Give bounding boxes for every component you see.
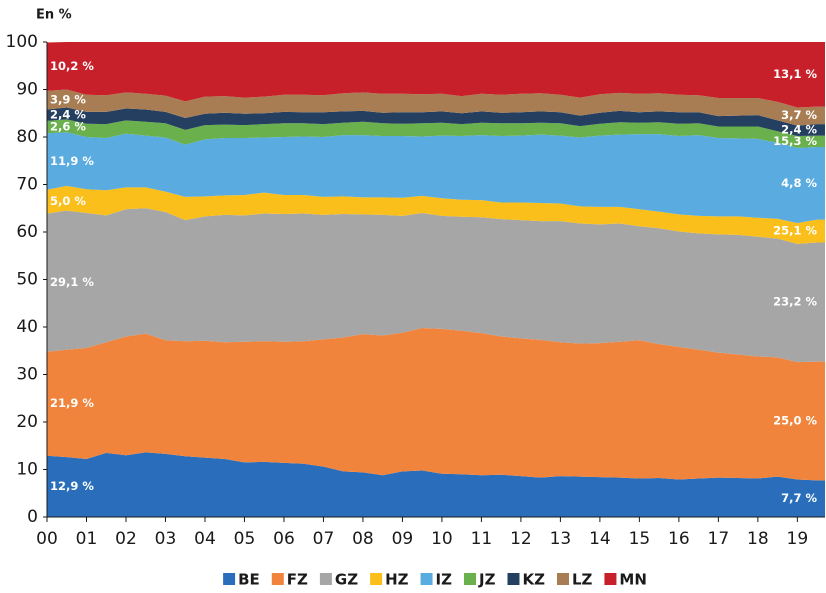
area: [47, 185, 825, 244]
x-tick-label: 14: [589, 529, 611, 549]
x-tick-label: 03: [155, 529, 177, 549]
x-tick-label: 12: [510, 529, 532, 549]
legend-label: IZ: [436, 571, 453, 589]
legend-swatch: [604, 573, 617, 585]
area-annotation: 5,0 %: [50, 194, 86, 208]
x-tick-label: 06: [273, 529, 295, 549]
x-tick-label: 04: [194, 529, 216, 549]
legend-swatch: [271, 573, 284, 585]
area-annotation: 7,7 %: [781, 491, 817, 505]
x-tick-label: 16: [668, 529, 690, 549]
area: [47, 89, 825, 126]
y-tick-label: 50: [16, 270, 38, 290]
legend-swatch: [556, 573, 569, 585]
legend-label: HZ: [385, 571, 409, 589]
area: [47, 132, 825, 223]
x-tick-label: 05: [234, 529, 256, 549]
area-annotation: 2,4 %: [781, 122, 817, 136]
y-tick-label: 80: [16, 127, 38, 147]
area-annotation: 3,7 %: [781, 108, 817, 122]
x-tick-label: 18: [747, 529, 769, 549]
legend: BE FZ GZ HZ IZ JZ KZ LZ MN: [223, 571, 647, 589]
x-tick-label: 02: [115, 529, 137, 549]
x-tick-label: 15: [629, 529, 651, 549]
y-tick-label: 40: [16, 317, 38, 337]
x-tick-label: 10: [431, 529, 453, 549]
area: [47, 327, 825, 481]
y-tick-label: 0: [27, 507, 38, 527]
x-tick-label: 01: [76, 529, 98, 549]
y-axis-label: En %: [36, 8, 72, 23]
y-tick-label: 30: [16, 365, 38, 385]
x-tick-label: 19: [787, 529, 809, 549]
area-annotation: 11,9 %: [50, 154, 94, 168]
area-annotation: 25,0 %: [773, 414, 817, 428]
area-annotation: 23,2 %: [773, 295, 817, 309]
legend-label: MN: [619, 571, 646, 589]
x-tick-label: 11: [471, 529, 493, 549]
area: [47, 452, 825, 517]
legend-swatch: [420, 573, 433, 585]
legend-label: GZ: [335, 571, 358, 589]
area-annotation: 29,1 %: [50, 275, 94, 289]
y-tick-label: 100: [6, 32, 38, 52]
x-tick-label: 09: [392, 529, 414, 549]
legend-label: BE: [238, 571, 260, 589]
legend-swatch: [464, 573, 477, 585]
legend-label: FZ: [287, 571, 308, 589]
area-annotation: 4,8 %: [781, 176, 817, 190]
area-annotation: 2,4 %: [50, 108, 86, 122]
x-tick-label: 13: [550, 529, 572, 549]
area-annotation: 15,3 %: [773, 134, 817, 148]
area-annotation: 25,1 %: [773, 224, 817, 238]
y-tick-label: 60: [16, 222, 38, 242]
legend-swatch: [370, 573, 383, 585]
area-annotation: 3,9 %: [50, 93, 86, 107]
area-annotation: 10,2 %: [50, 59, 94, 73]
legend-label: LZ: [572, 571, 593, 589]
y-tick-label: 70: [16, 175, 38, 195]
y-tick-label: 90: [16, 80, 38, 100]
x-tick-label: 17: [708, 529, 730, 549]
legend-swatch: [319, 573, 332, 585]
legend-swatch: [507, 573, 520, 585]
area-annotation: 12,9 %: [50, 479, 94, 493]
area-annotation: 13,1 %: [773, 67, 817, 81]
area: [47, 42, 825, 108]
x-tick-label: 08: [352, 529, 374, 549]
area: [47, 107, 825, 137]
area: [47, 119, 825, 148]
y-tick-label: 10: [16, 460, 38, 480]
x-tick-label: 07: [313, 529, 335, 549]
legend-label: KZ: [522, 571, 545, 589]
area: [47, 208, 825, 363]
area-annotation: 2,6 %: [50, 120, 86, 134]
x-tick-label: 00: [36, 529, 58, 549]
legend-label: JZ: [478, 571, 496, 589]
y-tick-label: 20: [16, 412, 38, 432]
area-annotation: 21,9 %: [50, 396, 94, 410]
legend-swatch: [223, 573, 236, 585]
